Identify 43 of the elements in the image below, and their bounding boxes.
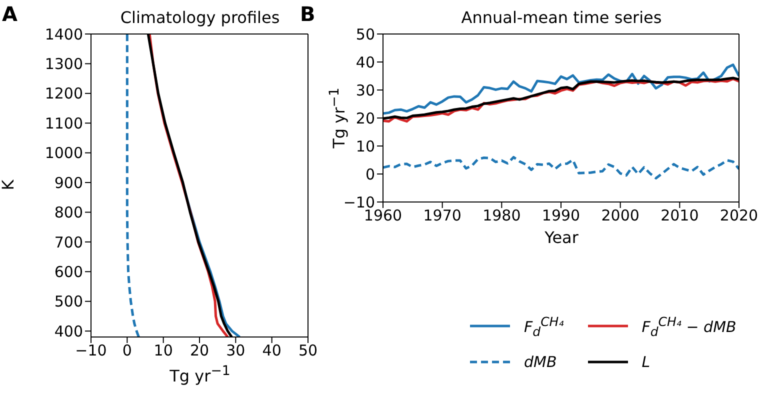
x-tick-label: 50	[298, 342, 318, 360]
x-axis-title: Tg yr$^{−1}$	[168, 364, 232, 386]
legend-label: dMB	[524, 353, 557, 371]
y-tick-label: 1000	[44, 144, 83, 162]
x-tick-label: 1980	[482, 206, 521, 225]
x-tick-label: 30	[226, 342, 246, 360]
y-tick-label: 20	[356, 109, 375, 128]
x-tick-label: 20	[190, 342, 210, 360]
x-tick-label: 1970	[423, 206, 462, 225]
y-axis-title: K	[0, 180, 18, 190]
y-tick-label: 30	[356, 81, 375, 100]
y-tick-label: 10	[356, 137, 375, 156]
y-tick-label: 500	[54, 292, 83, 311]
x-tick-label: 0	[122, 342, 132, 360]
x-tick-label: 40	[262, 342, 282, 360]
x-tick-label: 2020	[720, 206, 758, 225]
x-tick-label: 10	[154, 342, 173, 360]
x-tick-label: 1960	[364, 206, 402, 225]
line-series	[126, 34, 140, 337]
y-tick-label: 900	[54, 174, 83, 192]
text: A	[2, 2, 18, 26]
y-tick-label: 600	[54, 262, 83, 281]
y-tick-label: 1400	[44, 25, 83, 44]
x-tick-label: −10	[75, 342, 107, 360]
y-tick-label: 1200	[44, 84, 83, 103]
y-tick-label: 50	[356, 25, 375, 44]
x-tick-label: 2010	[660, 206, 699, 225]
x-axis-title: Year	[544, 228, 580, 247]
chart-title: Climatology profiles	[120, 8, 280, 27]
y-tick-label: 700	[54, 233, 83, 252]
text: B	[300, 2, 316, 26]
y-tick-label: 0	[365, 165, 375, 184]
chart-title: Annual-mean time series	[460, 8, 663, 27]
y-tick-label: 1300	[44, 55, 83, 74]
legend-label: F$_{d}$$^{CH₄}$ − dMB	[642, 314, 736, 338]
line-series	[383, 156, 739, 180]
y-tick-label: 800	[54, 204, 83, 222]
y-tick-label: 400	[54, 322, 83, 340]
x-tick-label: 1990	[542, 206, 580, 225]
x-tick-label: 2000	[601, 206, 640, 225]
legend-label: L	[642, 353, 650, 371]
y-tick-label: 40	[356, 53, 375, 72]
y-tick-label: 1100	[44, 114, 83, 132]
